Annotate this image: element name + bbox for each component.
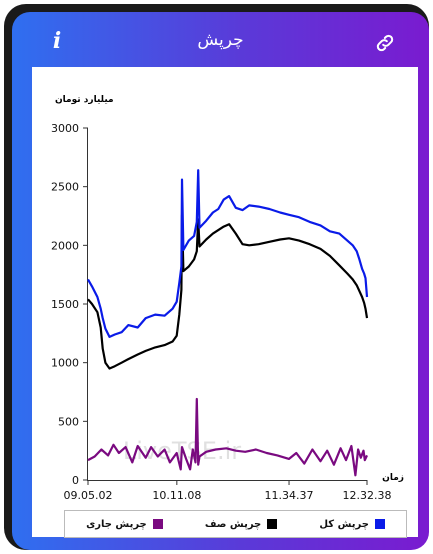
x-tick-label: 09.05.02 [64, 489, 113, 502]
legend-label-total: چرپش کل [319, 518, 369, 530]
legend-swatch-current [152, 519, 163, 529]
x-axis-ticks: 09.05.02 10.11.08 11.34.37 12.32.38 [64, 480, 392, 502]
series-layer [87, 169, 369, 477]
legend-item-current[interactable]: چرپش جاری [86, 519, 163, 530]
x-tick-label: 10.11.08 [152, 489, 201, 502]
x-tick-label: 12.32.38 [343, 489, 392, 502]
device-frame: i چرپش میلیارد تومان LiveTSE.ir 0 500 1000… [4, 4, 429, 550]
x-axis-label: زمان [382, 473, 404, 483]
legend-label-current: چرپش جاری [86, 518, 147, 530]
y-tick-label: 2000 [51, 239, 79, 252]
y-axis-label: میلیارد تومان [55, 95, 114, 105]
page-title: چرپش [197, 30, 244, 50]
y-axis-ticks: 0 500 1000 1500 2000 2500 3000 [51, 122, 88, 487]
y-tick-label: 0 [72, 474, 79, 487]
y-tick-label: 1000 [51, 357, 79, 370]
link-icon[interactable] [374, 32, 396, 54]
series-queue-line [87, 213, 369, 370]
legend-swatch-total [374, 519, 385, 529]
legend-swatch-queue [267, 519, 278, 529]
chart-legend: چرپش جاری چرپش صف چرپش کل [64, 510, 407, 538]
chart-card: i چرپش میلیارد تومان LiveTSE.ir 0 500 1000… [12, 12, 429, 550]
legend-item-queue[interactable]: چرپش صف [204, 518, 278, 530]
y-tick-label: 1500 [51, 298, 79, 311]
info-icon[interactable]: i [52, 28, 62, 54]
x-tick-label: 11.34.37 [265, 489, 314, 502]
y-tick-label: 3000 [51, 122, 79, 135]
series-total-line [87, 169, 369, 338]
series-current-line [87, 397, 368, 477]
y-tick-label: 2500 [51, 181, 79, 194]
y-tick-label: 500 [58, 415, 79, 428]
legend-label-queue: چرپش صف [204, 518, 262, 530]
chart-panel: میلیارد تومان LiveTSE.ir 0 500 1000 1500 200… [32, 67, 418, 538]
legend-item-total[interactable]: چرپش کل [319, 519, 385, 530]
